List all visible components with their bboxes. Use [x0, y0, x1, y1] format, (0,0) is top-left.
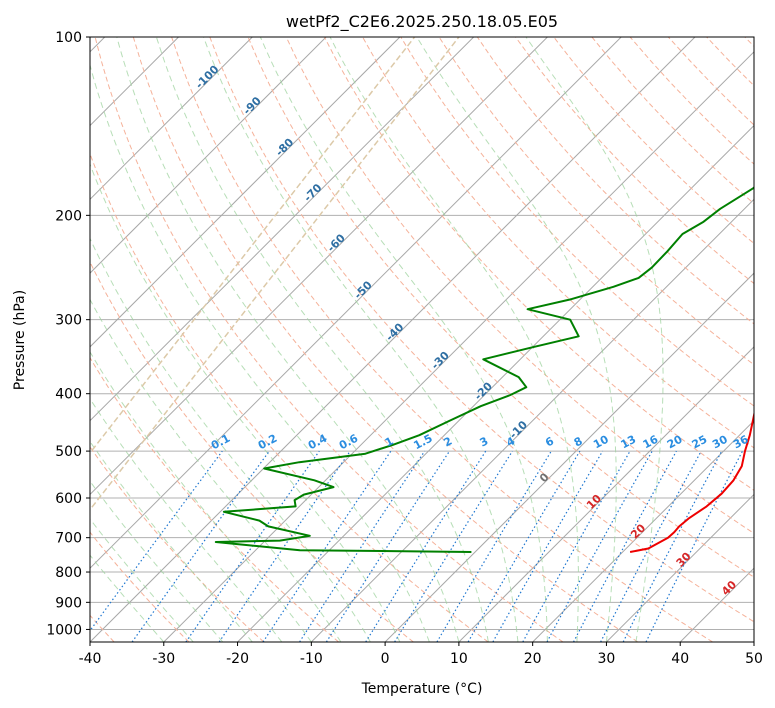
- isotherm-line: [458, 346, 754, 642]
- y-tick-label: 500: [55, 444, 82, 460]
- mixing-ratio-line: [90, 450, 223, 632]
- moist-adiabat: [416, 37, 617, 642]
- dry-adiabat: [515, 37, 754, 285]
- isotherm-line: [90, 37, 696, 642]
- moist-adiabat: [90, 480, 224, 642]
- isotherm-line: [90, 37, 401, 348]
- moist-adiabat: [90, 237, 371, 642]
- mixing-ratio-line: [262, 450, 392, 642]
- dry-adiabat: [90, 260, 414, 642]
- moist-adiabat: [329, 37, 579, 642]
- series-layer: [214, 186, 754, 553]
- dry-adiabat: [90, 446, 265, 642]
- mixing-ratio-label: 13: [619, 433, 639, 452]
- x-tick-label: 30: [598, 651, 616, 667]
- y-tick-label: 1000: [46, 622, 82, 638]
- y-tick-label: 700: [55, 531, 82, 547]
- moist-adiabat: [203, 37, 519, 642]
- isotherm-line: [384, 272, 754, 642]
- moist-adiabat: [90, 63, 430, 642]
- y-tick-label: 200: [55, 208, 82, 224]
- y-tick-label: 300: [55, 313, 82, 329]
- green-profile-line: [214, 186, 754, 553]
- mixing-ratio-line: [185, 450, 320, 642]
- mixing-ratio-label: 30: [710, 433, 730, 452]
- moist-adiabat: [90, 554, 165, 642]
- y-tick-label: 900: [55, 595, 82, 611]
- moist-adiabat: [90, 440, 253, 642]
- isotherm-line: [90, 37, 327, 274]
- dry-adiabat: [438, 37, 754, 366]
- dry-adiabat: [132, 37, 639, 642]
- x-tick-label: 0: [381, 651, 390, 667]
- mixing-ratio-line: [522, 450, 631, 642]
- isotherm-line: [237, 124, 754, 642]
- y-tick-label: 600: [55, 491, 82, 507]
- x-tick-label: -40: [79, 651, 102, 667]
- mixing-ratio-label: 25: [690, 433, 710, 452]
- y-axis: 1000 900 800 700 600 500 400 300 200 100: [46, 30, 90, 638]
- x-tick-label: 10: [450, 651, 468, 667]
- mixing-ratio-line: [572, 450, 677, 642]
- dry-adiabat: [323, 37, 754, 491]
- x-tick-label: -30: [152, 651, 175, 667]
- dry-adiabat: [285, 37, 754, 535]
- y-axis-title: Pressure (hPa): [12, 290, 28, 390]
- red-profile-line: [629, 410, 754, 553]
- x-tick-label: 20: [524, 651, 542, 667]
- mixing-ratio-label: 16: [641, 433, 661, 452]
- moist-adiabat: [525, 37, 664, 642]
- moist-adiabat: [90, 397, 283, 642]
- dry-adiabat: [90, 356, 339, 642]
- moist-adiabat: [116, 37, 460, 642]
- isotherm-line: [532, 419, 754, 642]
- plot-frame: [89, 36, 755, 643]
- mixing-ratio-line: [325, 450, 450, 642]
- dry-adiabat: [94, 37, 564, 642]
- isotherm-line: [90, 37, 548, 496]
- chart-title: wetPf2_C2E6.2025.250.18.05.E05: [286, 12, 558, 32]
- mixing-ratio-line: [218, 450, 351, 642]
- dry-adiabat: [90, 531, 190, 642]
- moist-adiabat: [90, 518, 194, 642]
- mixing-ratio-line: [131, 450, 270, 642]
- x-tick-label: -10: [300, 651, 323, 667]
- y-tick-label: 400: [55, 387, 82, 403]
- x-tick-label: 40: [671, 651, 689, 667]
- mixing-ratio-line: [299, 450, 426, 642]
- x-tick-label: -20: [226, 651, 249, 667]
- moist-adiabat: [259, 37, 548, 642]
- dry-adiabat: [209, 37, 754, 623]
- moist-adiabat: [155, 37, 489, 642]
- mixing-ratio-line: [546, 450, 653, 642]
- mixing-ratio-line: [394, 450, 513, 642]
- x-axis: -40 -30 -20 -10 0 10 20 30 40 50: [79, 642, 763, 667]
- mixing-ratio-label: 20: [665, 433, 685, 452]
- isotherm-line: [90, 37, 622, 569]
- x-axis-title: Temperature (°C): [361, 681, 483, 697]
- isotherm-line: [606, 493, 754, 642]
- y-tick-label: 800: [55, 565, 82, 581]
- moist-adiabat: [90, 298, 342, 642]
- mixing-ratio-label: 36: [731, 433, 751, 452]
- moist-adiabat: [90, 351, 312, 642]
- y-tick-label: 100: [55, 30, 82, 46]
- isotherm-line: [90, 37, 475, 422]
- dry-adiabat: [362, 37, 754, 449]
- dry-adiabat: [171, 37, 713, 642]
- dry-adiabat: [90, 152, 489, 642]
- moist-adiabat: [90, 162, 401, 642]
- mixing-ratio-label: 10: [591, 433, 611, 452]
- x-tick-label: 50: [745, 651, 763, 667]
